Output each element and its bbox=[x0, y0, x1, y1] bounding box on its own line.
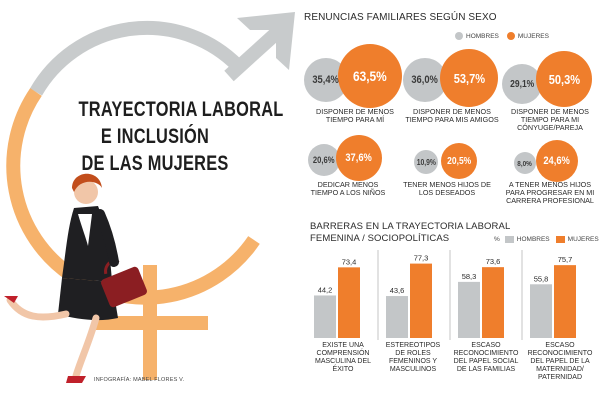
legend-hombres-swatch bbox=[455, 32, 463, 40]
barreras-legend-hombres-swatch bbox=[504, 236, 514, 243]
legend-mujeres-swatch bbox=[506, 32, 515, 40]
renuncia-2-hombres-bubble: 36,0% bbox=[403, 58, 447, 102]
bar-value-label-hombres-1: 44,2 bbox=[318, 285, 333, 294]
legend-pct-label: % bbox=[494, 236, 500, 243]
page-title-line3: DE LAS MUJERES bbox=[81, 152, 229, 175]
renuncias-title: RENUNCIAS FAMILIARES SEGÚN SEXO bbox=[304, 12, 497, 23]
renuncia-2-label: DISPONER DE MENOS TIEMPO PARA MIS AMIGOS bbox=[405, 107, 499, 125]
renuncia-5-hombres-bubble: 10,9% bbox=[414, 150, 438, 174]
bar-value-label-hombres-4: 55,8 bbox=[534, 274, 549, 283]
category-label-4: ESCASO RECONOCIMIENTO DEL PAPEL DE LA MA… bbox=[527, 342, 593, 381]
bar-hombres-3 bbox=[458, 281, 480, 338]
renuncia-5-mujeres-bubble: 20,5% bbox=[441, 143, 477, 179]
renuncia-4-hombres-bubble: 20,6% bbox=[308, 144, 340, 176]
legend-mujeres-label: MUJERES bbox=[517, 32, 549, 40]
bar-value-label-mujeres-3: 73,6 bbox=[486, 257, 501, 266]
bar-mujeres-1 bbox=[338, 267, 360, 338]
bar-mujeres-3 bbox=[482, 267, 504, 338]
bar-mujeres-4 bbox=[554, 265, 576, 338]
gender-symbol-illustration bbox=[4, 12, 295, 383]
barreras-legend-mujeres-label: MUJERES bbox=[567, 236, 599, 243]
bar-hombres-2 bbox=[386, 296, 408, 338]
barreras-legend: % HOMBRES MUJERES bbox=[494, 236, 599, 243]
renuncia-1-label: DISPONER DE MENOS TIEMPO PARA MÍ bbox=[316, 107, 394, 125]
renuncia-1-mujeres-bubble: 63,5% bbox=[338, 44, 402, 108]
renuncia-4-label: DEDICAR MENOS TIEMPO A LOS NIÑOS bbox=[310, 180, 386, 198]
barreras-bar-chart: 44,2 73,4 43,6 77,3 58,3 73,6 55,8 75,7 bbox=[314, 250, 576, 340]
renuncia-3-mujeres-bubble: 50,3% bbox=[536, 51, 592, 107]
renuncia-6-hombres-bubble: 8,0% bbox=[514, 152, 536, 174]
renuncia-2-mujeres-bubble: 53,7% bbox=[440, 49, 498, 107]
category-label-3: ESCASO RECONOCIMIENTO DEL PAPEL SOCIAL D… bbox=[453, 342, 519, 373]
bar-hombres-1 bbox=[314, 295, 336, 338]
page-title: TRAYECTORIA LABORAL E INCLUSIÓN DE LAS M… bbox=[57, 96, 284, 177]
barreras-title-line1: BARRERAS EN LA TRAYECTORIA LABORAL bbox=[310, 221, 511, 232]
bar-hombres-4 bbox=[530, 284, 552, 338]
male-symbol-icon bbox=[29, 12, 295, 96]
renuncia-6-label: A TENER MENOS HIJOS PARA PROGRESAR EN MI… bbox=[505, 180, 595, 206]
renuncia-3-label: DISPONER DE MENOS TIEMPO PARA MI CÓNYUGE… bbox=[511, 107, 589, 133]
page-title-line1: TRAYECTORIA LABORAL bbox=[78, 98, 284, 121]
infographic-credit: INFOGRAFÍA: MABEL FLORES V. bbox=[94, 377, 185, 383]
barreras-legend-mujeres-swatch bbox=[555, 236, 565, 243]
barreras-legend-hombres-label: HOMBRES bbox=[516, 236, 550, 243]
bar-mujeres-2 bbox=[410, 263, 432, 338]
page-title-line2: E INCLUSIÓN bbox=[100, 125, 210, 148]
barreras-title-line2: FEMENINA / SOCIOPOLÍTICAS bbox=[310, 233, 450, 244]
bar-value-label-hombres-3: 58,3 bbox=[462, 272, 477, 281]
bar-value-label-mujeres-2: 77,3 bbox=[414, 254, 429, 263]
renuncia-3-hombres-bubble: 29,1% bbox=[502, 64, 542, 104]
legend-hombres-label: HOMBRES bbox=[466, 32, 499, 40]
category-label-1: EXISTE UNA COMPRENSIÓN MASCULINA DEL ÉXI… bbox=[314, 342, 372, 373]
category-label-2: ESTEREOTIPOS DE ROLES FEMENINOS Y MASCUL… bbox=[385, 342, 441, 373]
businesswoman-illustration bbox=[4, 173, 147, 383]
bar-value-label-mujeres-4: 75,7 bbox=[558, 255, 573, 264]
bar-value-label-hombres-2: 43,6 bbox=[390, 286, 405, 295]
bar-value-label-mujeres-1: 73,4 bbox=[342, 257, 357, 266]
renuncias-legend: HOMBRES MUJERES bbox=[455, 32, 549, 40]
barreras-title: BARRERAS EN LA TRAYECTORIA LABORAL FEMEN… bbox=[310, 221, 510, 245]
renuncia-6-mujeres-bubble: 24,6% bbox=[536, 140, 578, 182]
renuncia-4-mujeres-bubble: 37,6% bbox=[336, 135, 382, 181]
renuncia-5-label: TENER MENOS HIJOS DE LOS DESEADOS bbox=[403, 180, 491, 198]
